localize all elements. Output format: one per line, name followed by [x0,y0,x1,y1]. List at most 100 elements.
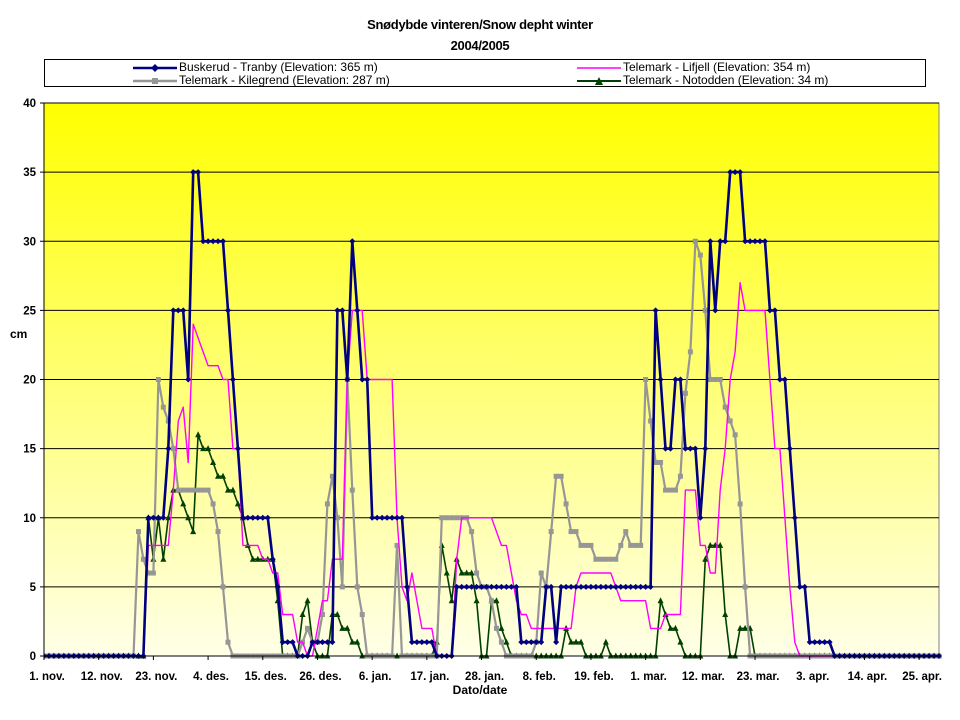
data-point [652,307,659,314]
data-point [145,570,151,576]
data-point [349,487,355,493]
data-point [643,377,649,382]
data-point [707,238,714,245]
data-point [503,638,510,645]
x-tick-label: 4. des. [193,671,229,683]
y-tick-label: 30 [23,236,36,248]
data-point [717,377,723,382]
data-point [205,238,212,245]
y-tick-label: 35 [23,167,36,179]
data-point [668,487,673,493]
data-point [811,639,818,646]
data-point [329,639,336,646]
data-point [249,514,256,521]
data-point [210,501,216,507]
data-point [403,583,410,590]
data-point [816,639,823,646]
data-point [463,569,470,576]
data-point [180,307,187,314]
data-point [334,611,341,618]
data-point [742,238,749,245]
legend-swatch [133,77,177,84]
data-point [598,556,604,562]
data-point [334,515,340,521]
data-point [195,431,202,438]
data-point [185,514,192,521]
data-point [155,377,161,382]
y-tick-label: 10 [23,513,36,525]
data-point [150,570,156,576]
data-point [305,625,311,631]
data-point [339,624,346,631]
data-point [677,473,683,479]
data-point [354,584,360,590]
data-point [289,639,296,646]
data-point [165,514,172,521]
data-point [608,556,614,562]
data-point [702,555,709,562]
data-point [160,404,166,410]
data-point [518,639,525,646]
x-tick-label: 14. apr. [848,671,888,683]
data-point [657,597,664,604]
data-point [627,583,634,590]
data-point [613,556,619,562]
data-point [225,639,231,645]
data-point [458,569,465,576]
data-point [508,583,515,590]
x-tick-label: 28. jan. [465,671,504,683]
data-point [622,583,629,590]
data-point [254,555,261,562]
data-point [359,612,365,618]
data-point [239,514,246,521]
data-point [607,583,614,590]
data-point [587,583,594,590]
data-point [483,583,490,590]
data-point [677,376,684,383]
data-point [224,486,231,493]
data-point [473,597,480,604]
data-point [449,515,455,521]
data-point [657,376,664,383]
data-point [712,377,718,382]
data-point [354,638,361,645]
x-tick-label: 3. apr. [796,671,829,683]
data-point [653,459,659,465]
data-point [150,514,157,521]
data-point [488,583,495,590]
data-point [761,238,768,245]
data-point [299,611,306,618]
data-point [489,598,494,604]
data-point [473,583,480,590]
data-point [408,639,415,646]
data-point [617,583,624,590]
data-point [394,542,400,548]
data-point [135,529,141,535]
data-point [249,555,256,562]
data-point [632,583,639,590]
data-point [563,583,570,590]
legend-item-notodden: Telemark - Notodden (Elevation: 34 m) [577,74,828,87]
data-point [155,514,162,521]
data-point [220,472,226,479]
data-point [667,624,674,631]
data-point [428,639,435,646]
data-point [234,500,241,507]
data-point [628,542,634,548]
data-point [568,638,575,645]
data-point [781,376,788,383]
data-point [309,639,316,646]
data-point [682,445,689,452]
legend-label: Telemark - Notodden (Elevation: 34 m) [623,73,829,87]
x-tick-label: 8. feb. [523,671,556,683]
data-point [826,639,833,646]
data-point [553,473,559,479]
data-point [145,514,152,521]
data-point [399,514,405,521]
data-point [185,487,191,493]
data-point [528,639,535,646]
data-point [418,639,425,646]
data-point [413,639,420,646]
data-point [224,307,231,314]
data-point [329,473,335,479]
